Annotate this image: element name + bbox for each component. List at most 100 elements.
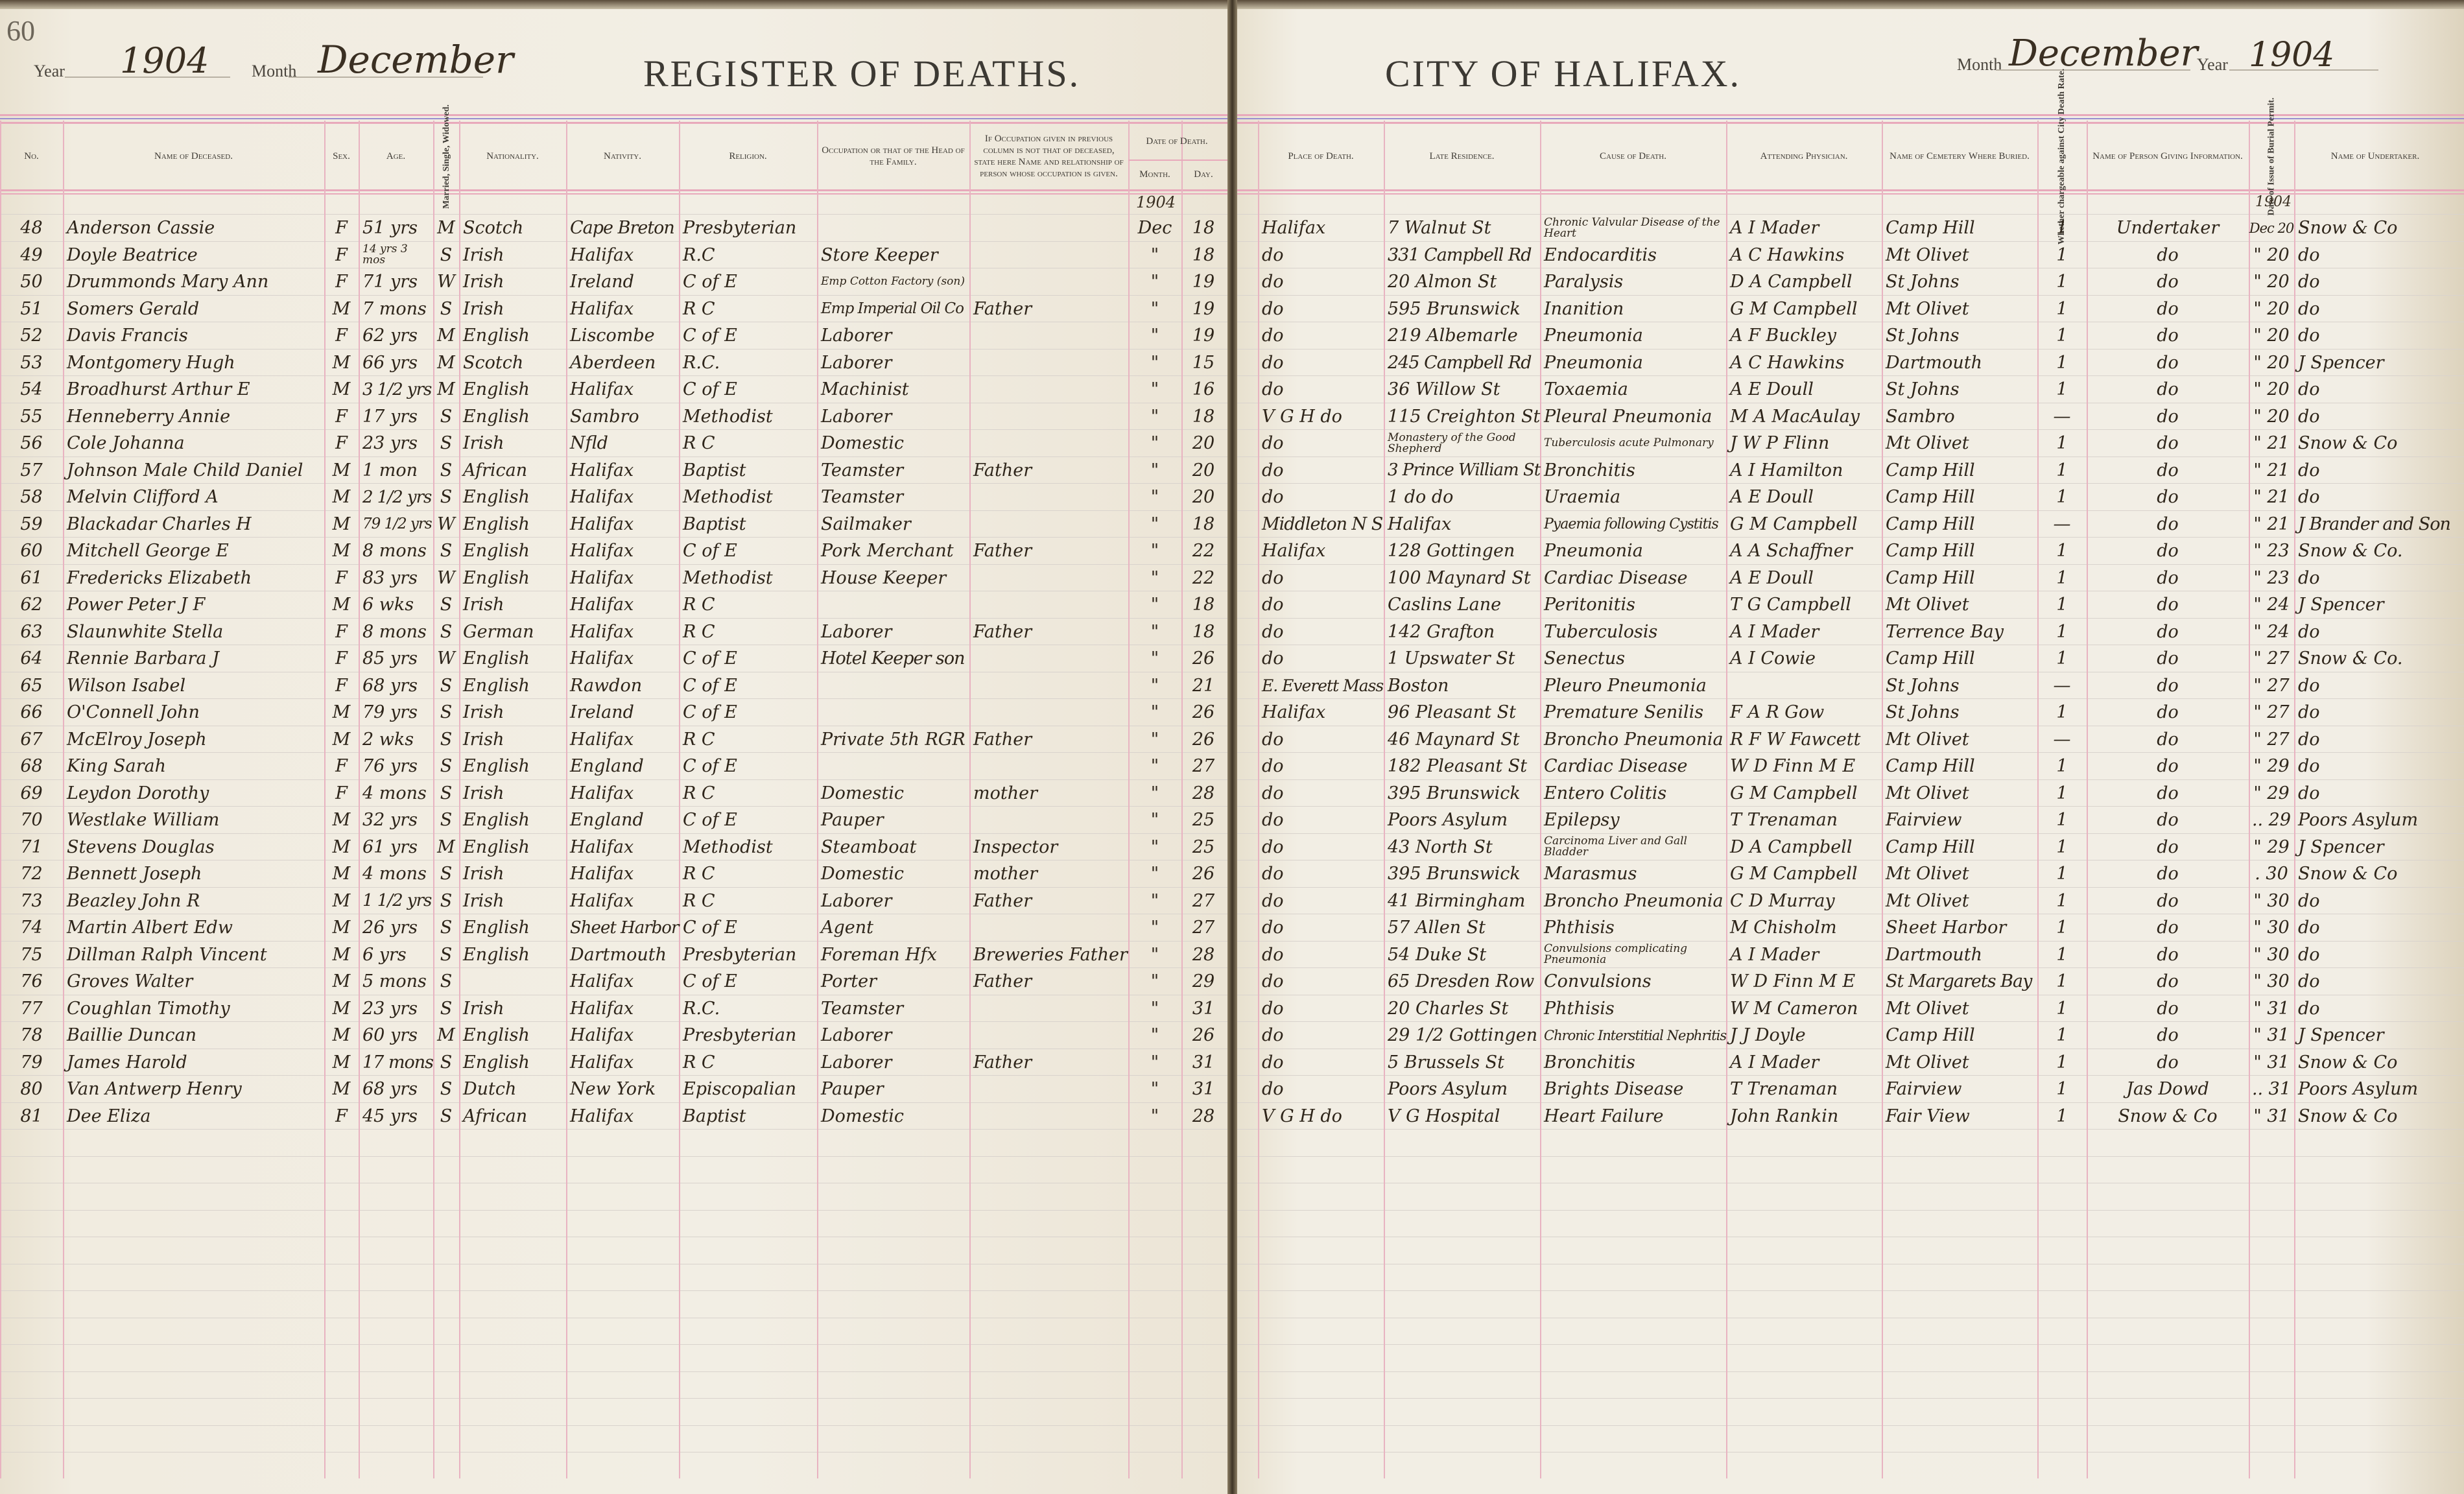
cell-cemetery: Mt Olivet — [1886, 783, 1969, 803]
cell-residence: 5 Brussels St — [1388, 1052, 1505, 1073]
cell-month: " — [1150, 406, 1159, 427]
cell-no: 67 — [20, 729, 43, 750]
cell-religion: Baptist — [683, 460, 746, 480]
cell-status: S — [440, 675, 453, 696]
ruled-line — [1237, 806, 2464, 807]
cell-name: Stevens Douglas — [67, 836, 215, 857]
cell-day: 18 — [1192, 621, 1215, 642]
cell-age: 6 yrs — [362, 944, 407, 965]
cell-informant: do — [2157, 298, 2179, 319]
cell-occupation: Laborer — [821, 406, 892, 427]
cell-physician — [1726, 672, 1882, 699]
cell-place: Halifax — [1262, 702, 1326, 722]
cell-nationality: Dutch — [463, 1079, 517, 1099]
cell-relation — [969, 565, 1128, 591]
cell-occupation: Teamster — [821, 998, 904, 1019]
cell-status: S — [440, 756, 453, 776]
column-rule — [1181, 121, 1183, 1478]
cell-age: 71 yrs — [362, 272, 418, 292]
cell-nationality: Irish — [463, 998, 504, 1019]
ruled-line — [0, 967, 1227, 968]
ruled-line — [1237, 618, 2464, 619]
cell-name: Davis Francis — [67, 326, 188, 346]
cell-cemetery: St Johns — [1886, 379, 1960, 399]
cell-sex: F — [335, 783, 348, 803]
cell-religion: C of E — [683, 541, 737, 561]
cell-cause: Carcinoma Liver and Gall Bladder — [1544, 835, 1687, 859]
cell-residence: 41 Birmingham — [1388, 890, 1526, 911]
column-header: Name of Deceased. — [63, 124, 324, 188]
cell-day: 22 — [1192, 541, 1215, 561]
cell-religion: C of E — [683, 971, 737, 991]
cell-informant: do — [2157, 621, 2179, 642]
cell-occupation: Domestic — [821, 783, 904, 803]
cell-place: V G H do — [1262, 406, 1342, 427]
cell-nativity: Halifax — [570, 487, 634, 507]
cell-place: E. Everett Mass — [1262, 676, 1384, 695]
ruled-line — [0, 806, 1227, 807]
ruled-line — [0, 1371, 1227, 1372]
cell-relation — [969, 753, 1128, 779]
cell-permit: " 30 — [2253, 918, 2290, 938]
cell-place: do — [1262, 326, 1284, 346]
cell-status: S — [440, 460, 453, 480]
cell-physician: A A Schaffner — [1730, 541, 1853, 561]
cell-cause: Toxaemia — [1544, 379, 1628, 399]
cell-occupation: Domestic — [821, 433, 904, 453]
cell-sex: M — [332, 352, 351, 373]
cell-place: do — [1262, 944, 1284, 965]
cell-cemetery: Mt Olivet — [1886, 595, 1969, 615]
cell-permit: " 30 — [2253, 971, 2290, 991]
cell-physician: A I Cowie — [1730, 648, 1816, 669]
cell-nativity: New York — [570, 1079, 656, 1099]
cell-day: 18 — [1192, 406, 1215, 427]
ruled-line — [1237, 1210, 2464, 1211]
cell-age: 60 yrs — [362, 1025, 418, 1045]
cell-undertaker: Snow & Co — [2298, 1106, 2398, 1126]
cell-sex: M — [332, 514, 351, 534]
cell-relation: Father — [973, 298, 1032, 319]
column-header-label: If Occupation given in previous column i… — [974, 134, 1124, 179]
cell-month: " — [1150, 810, 1159, 830]
cell-occupation: Hotel Keeper son — [821, 648, 965, 669]
cell-cause: Inanition — [1544, 298, 1624, 319]
cell-physician: F A R Gow — [1730, 702, 1825, 722]
cell-cemetery: St Johns — [1886, 326, 1960, 346]
cell-nativity: Halifax — [570, 836, 634, 857]
column-header: Married, Single, Widowed. — [433, 104, 459, 209]
cell-cause: Cardiac Disease — [1544, 756, 1688, 776]
cell-age: 5 mons — [362, 971, 427, 991]
column-rule — [433, 121, 434, 1478]
column-rule — [2249, 121, 2250, 1478]
cell-cause: Heart Failure — [1544, 1106, 1664, 1126]
cell-religion: Methodist — [683, 836, 773, 857]
cell-month: " — [1150, 998, 1159, 1019]
column-header-label: Day. — [1194, 169, 1213, 180]
column-rule — [679, 121, 680, 1478]
cell-chargeable: 1 — [2056, 244, 2068, 265]
cell-nativity: Halifax — [570, 998, 634, 1019]
cell-status: S — [440, 729, 453, 750]
page-edge — [1237, 0, 2464, 9]
cell-nationality: African — [463, 1106, 528, 1126]
cell-cemetery: St Johns — [1886, 675, 1960, 696]
cell-month: " — [1150, 244, 1159, 265]
cell-no: 76 — [20, 971, 43, 991]
cell-occupation — [817, 591, 969, 618]
cell-place: do — [1262, 729, 1284, 750]
cell-cemetery: Camp Hill — [1886, 567, 1975, 588]
cell-age: 76 yrs — [362, 756, 418, 776]
cell-informant: do — [2157, 272, 2179, 292]
cell-name: Mitchell George E — [67, 541, 229, 561]
cell-religion: R.C. — [683, 352, 720, 373]
cell-chargeable: 1 — [2056, 272, 2068, 292]
cell-nativity: Halifax — [570, 621, 634, 642]
cell-religion: R C — [683, 1052, 715, 1073]
cell-cause: Phthisis — [1544, 998, 1615, 1019]
cell-name: Fredericks Elizabeth — [67, 567, 252, 588]
ruled-line — [0, 1129, 1227, 1130]
ruled-line — [0, 537, 1227, 538]
cell-nationality: English — [463, 487, 530, 507]
cell-name: Van Antwerp Henry — [67, 1079, 242, 1099]
month-underline — [289, 77, 483, 78]
